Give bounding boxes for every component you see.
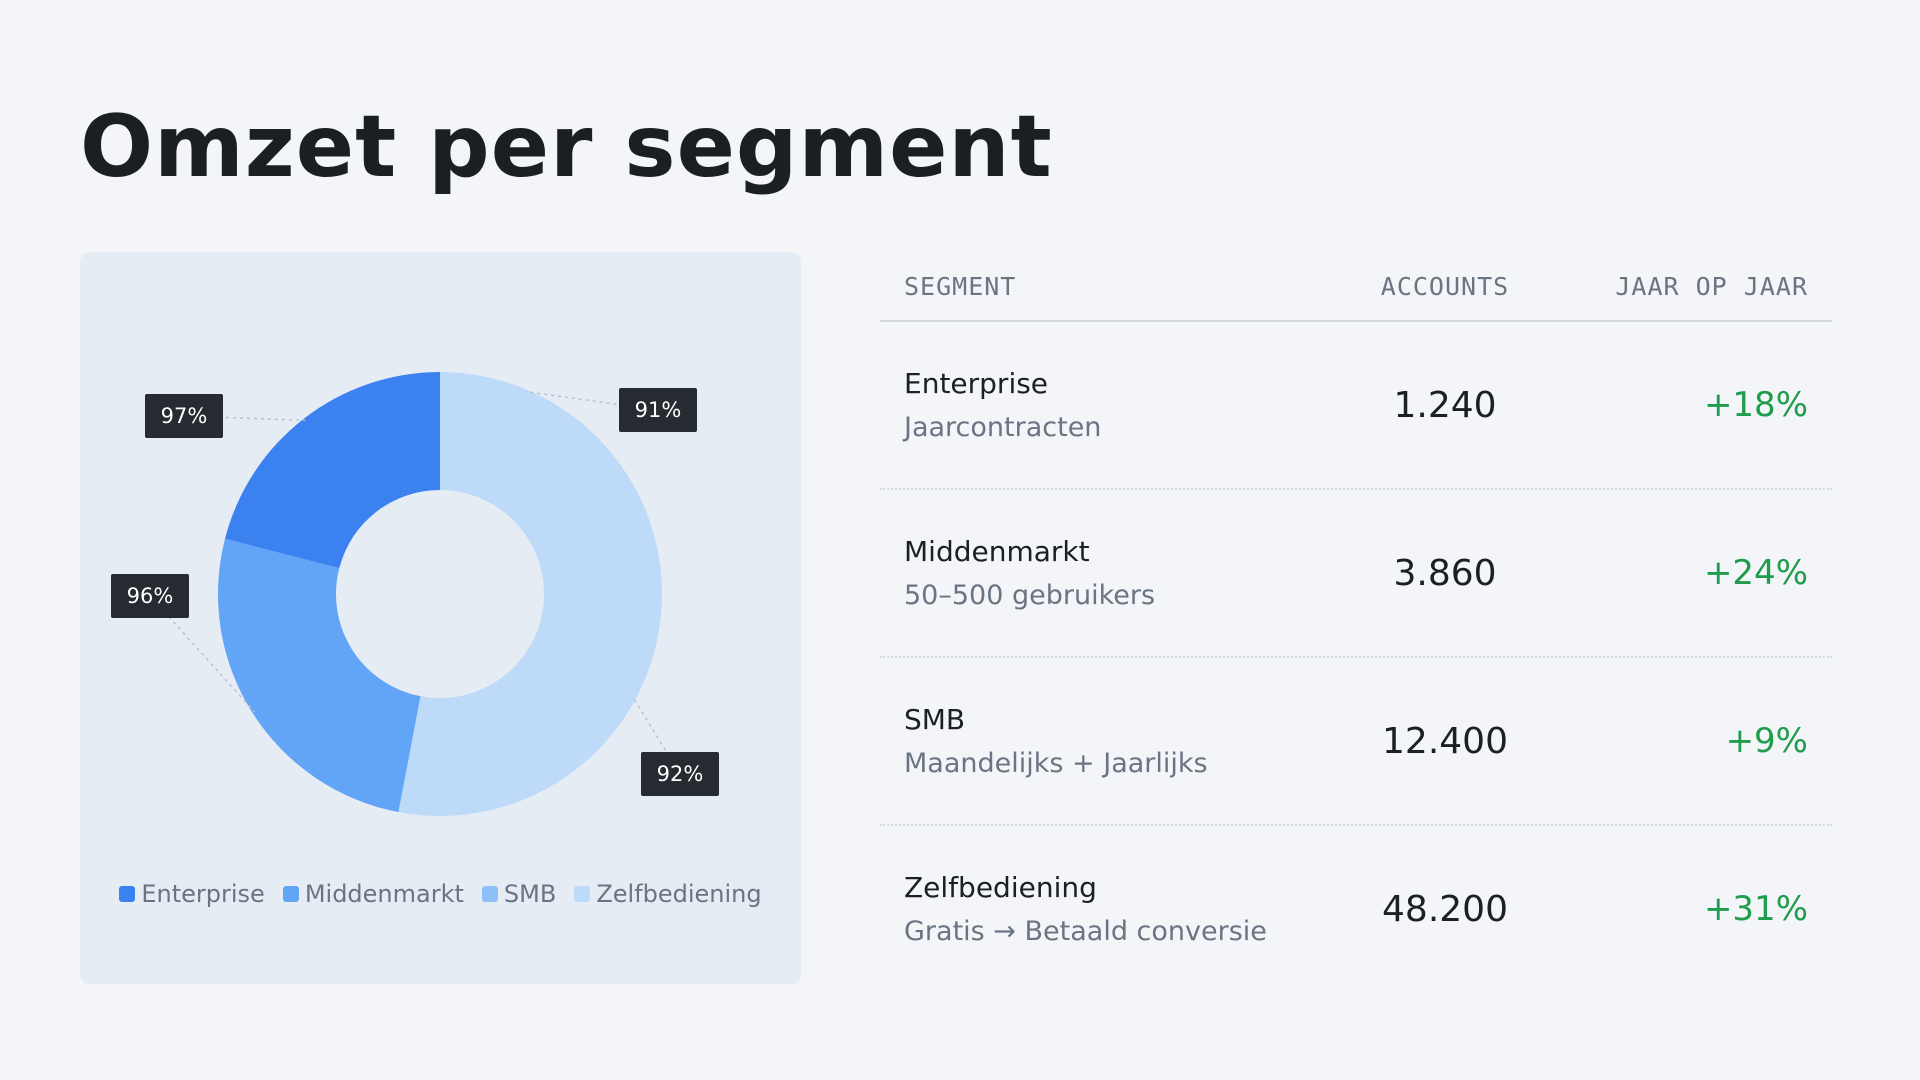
legend-swatch-smb: [481, 886, 498, 902]
legend-label-middenmarkt: Middenmarkt: [304, 880, 464, 908]
legend-item-enterprise: Enterprise: [119, 880, 265, 908]
legend-item-zelfbediening: Zelfbediening: [574, 880, 762, 908]
table-row-zelfbediening: Zelfbediening Gratis → Betaald conversie…: [880, 826, 1832, 992]
segment-subtitle: Maandelijks + Jaarlijks: [904, 748, 1208, 779]
table-header: SEGMENT ACCOUNTS JAAR OP JAAR: [880, 252, 1832, 322]
data-label-box: [111, 574, 189, 618]
segment-subtitle: Jaarcontracten: [904, 412, 1102, 443]
legend-swatch-zelfbediening: [574, 886, 591, 902]
legend-item-smb: SMB: [481, 880, 557, 908]
accounts-value: 3.860: [1393, 552, 1497, 594]
segment-table: SEGMENT ACCOUNTS JAAR OP JAAR Enterprise…: [880, 252, 1832, 992]
data-label: 92%: [657, 762, 704, 786]
data-label: 97%: [161, 404, 208, 428]
segment-subtitle: Gratis → Betaald conversie: [904, 916, 1267, 947]
table-row-smb: SMB Maandelijks + Jaarlijks 12.400 +9%: [880, 658, 1832, 826]
header-accounts: ACCOUNTS: [1380, 271, 1510, 301]
yoy-value: +24%: [1703, 553, 1808, 593]
slice-zelfbediening: [398, 372, 662, 816]
header-yoy: JAAR OP JAAR: [1615, 271, 1808, 301]
table-row-enterprise: Enterprise Jaarcontracten 1.240 +18%: [880, 322, 1832, 490]
segment-name: Enterprise: [904, 367, 1049, 400]
chart-card: 97% 96% 92% 91% Enterprise Middenmarkt SMB …: [80, 252, 801, 984]
legend-swatch-enterprise: [119, 886, 136, 902]
segment-name: Middenmarkt: [904, 535, 1090, 568]
page-title: Omzet per segment: [80, 97, 1053, 197]
data-label: 91%: [635, 398, 682, 422]
table-row-middenmarkt: Middenmarkt 50–500 gebruikers 3.860 +24%: [880, 490, 1832, 658]
yoy-value: +9%: [1725, 721, 1808, 761]
segment-cell: SMB Maandelijks + Jaarlijks: [880, 703, 1300, 779]
yoy-value: +18%: [1703, 385, 1808, 425]
legend-label-zelfbediening: Zelfbediening: [596, 880, 762, 908]
leader-line: [149, 595, 255, 713]
segment-cell: Middenmarkt 50–500 gebruikers: [880, 535, 1300, 611]
slice-middenmarkt: [218, 538, 421, 813]
legend-label-smb: SMB: [503, 880, 557, 908]
data-label-box: [641, 752, 719, 796]
slice-enterprise: [224, 372, 440, 569]
chart-legend: Enterprise Middenmarkt SMB Zelfbediening: [80, 880, 801, 908]
segment-name: Zelfbediening: [904, 871, 1097, 904]
legend-item-middenmarkt: Middenmarkt: [282, 880, 464, 908]
yoy-value: +31%: [1703, 889, 1808, 929]
accounts-value: 12.400: [1382, 720, 1508, 762]
legend-swatch-middenmarkt: [282, 886, 299, 902]
segment-subtitle: 50–500 gebruikers: [904, 580, 1156, 611]
segment-cell: Zelfbediening Gratis → Betaald conversie: [880, 871, 1300, 947]
donut-chart: 97% 96% 92% 91%: [111, 372, 719, 816]
accounts-value: 1.240: [1393, 384, 1497, 426]
accounts-value: 48.200: [1382, 888, 1508, 930]
header-segment: SEGMENT: [904, 271, 1017, 301]
data-label-box: [145, 394, 223, 438]
data-label-box: [619, 388, 697, 432]
legend-label-enterprise: Enterprise: [141, 880, 265, 908]
data-label: 96%: [127, 584, 174, 608]
segment-name: SMB: [904, 703, 966, 736]
segment-cell: Enterprise Jaarcontracten: [880, 367, 1300, 443]
